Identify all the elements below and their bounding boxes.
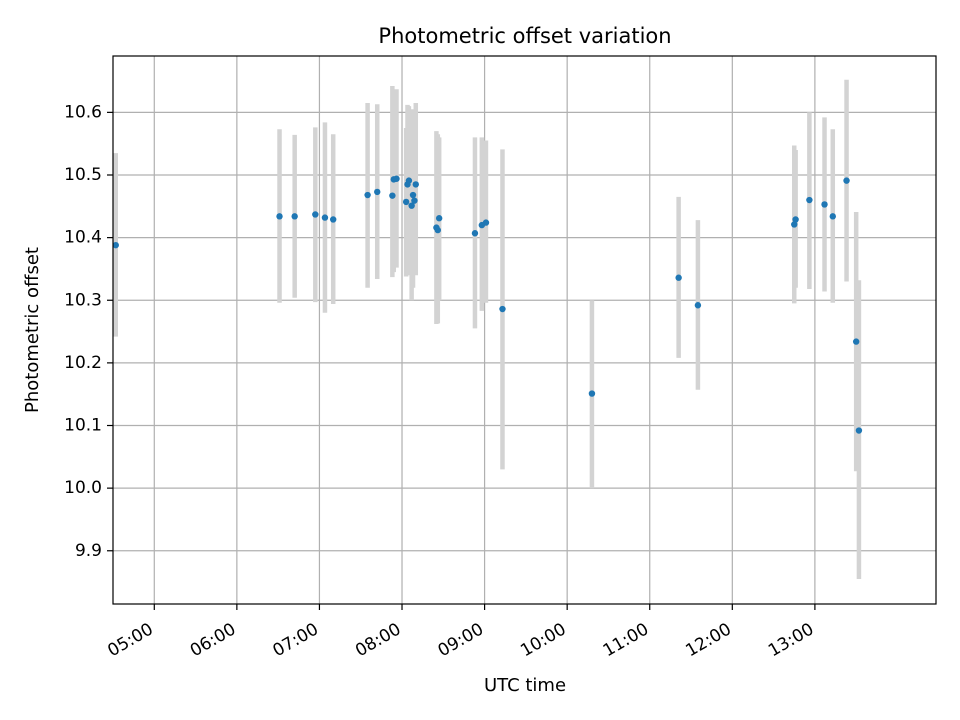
data-point <box>843 177 850 184</box>
plot-frame <box>112 55 937 605</box>
y-tick-label: 10.5 <box>64 165 102 185</box>
data-point <box>855 427 863 434</box>
data-point <box>806 196 813 204</box>
data-point <box>675 274 682 281</box>
data-point <box>312 211 319 218</box>
chart-title: Photometric offset variation <box>378 24 671 48</box>
y-tick-label: 10.0 <box>64 478 102 498</box>
y-axis-label: Photometric offset <box>22 247 43 413</box>
data-point <box>471 230 479 237</box>
data-point <box>411 197 418 204</box>
data-point <box>405 177 413 184</box>
data-point <box>409 191 417 199</box>
data-point <box>402 198 410 206</box>
data-point <box>694 302 702 309</box>
data-points <box>112 175 863 434</box>
data-point <box>393 175 400 182</box>
data-point <box>821 201 828 208</box>
grid-lines <box>113 56 936 604</box>
data-point <box>364 191 371 199</box>
data-point <box>412 181 419 188</box>
y-tick-label: 10.1 <box>64 416 102 436</box>
data-point <box>291 213 298 220</box>
data-point <box>829 213 836 220</box>
data-point <box>435 215 443 222</box>
data-point <box>330 216 337 223</box>
y-axis-ticks: 9.9 10.0 10.1 10.2 10.3 10.4 10.5 10.6 <box>64 102 113 561</box>
data-point <box>389 192 396 199</box>
y-tick-label: 10.6 <box>64 102 102 122</box>
data-point <box>499 305 506 313</box>
data-point <box>852 338 860 345</box>
data-point <box>321 214 329 221</box>
data-point <box>374 188 381 196</box>
data-point <box>112 241 119 249</box>
data-point <box>434 226 441 234</box>
data-point <box>276 213 283 220</box>
x-axis-label: UTC time <box>484 675 566 696</box>
y-tick-label: 10.4 <box>64 228 102 248</box>
data-point <box>408 202 415 209</box>
y-tick-label: 10.2 <box>64 353 102 373</box>
y-tick-label: 10.3 <box>64 290 102 310</box>
data-point <box>482 219 490 226</box>
data-point <box>792 216 799 223</box>
y-tick-label: 9.9 <box>75 541 102 561</box>
data-point <box>588 390 596 397</box>
data-point <box>791 221 798 228</box>
